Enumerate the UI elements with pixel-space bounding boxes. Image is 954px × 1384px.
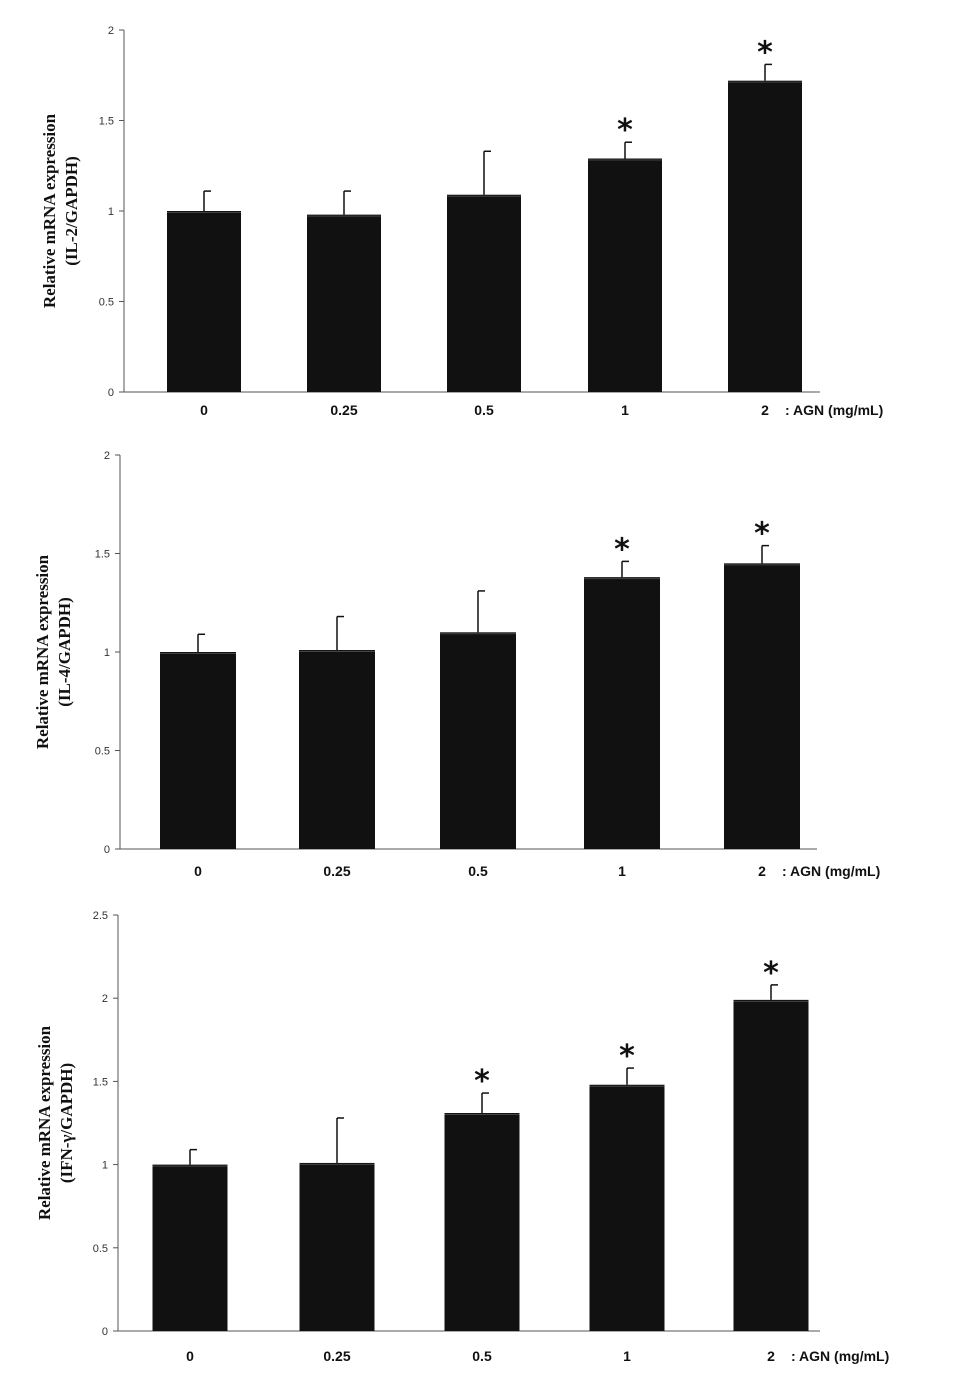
bar-0	[167, 211, 241, 392]
y-tick-label: 0.5	[95, 746, 110, 758]
significance-star: *	[763, 956, 779, 991]
significance-star: *	[474, 1064, 490, 1099]
bar-2	[724, 563, 800, 849]
bar-0	[152, 1164, 228, 1331]
bar-0.5	[440, 632, 516, 849]
y-tick-label: 1	[102, 1160, 108, 1172]
y-tick-label: 1.5	[99, 116, 114, 128]
x-tick-label: 0.5	[472, 1348, 492, 1364]
y-axis-label-line2: (IL-4/GAPDH)	[55, 597, 74, 707]
y-axis-label-line2: (IFN-γ/GAPDH)	[57, 1063, 76, 1183]
x-tick-label: 0.5	[474, 402, 494, 418]
x-tick-label: 0.5	[468, 863, 488, 879]
y-tick-label: 1.5	[93, 1076, 108, 1088]
x-tick-label: 1	[623, 1348, 631, 1364]
x-tick-label: 1	[618, 863, 626, 879]
y-axis-label-line1: Relative mRNA expression	[35, 1025, 54, 1220]
y-tick-label: 0.5	[93, 1243, 108, 1255]
chart-panel-2: 0 0.5 1 1.5 2 0 0.25 0.5 * 1 * 2 : AGN (mg/mL) Relati…	[33, 450, 880, 879]
x-tick-label: 2	[758, 863, 766, 879]
bar-0.25	[299, 650, 375, 849]
x-axis-label: : AGN (mg/mL)	[791, 1348, 889, 1364]
x-tick-label: 0.25	[323, 1348, 350, 1364]
y-tick-label: 2	[108, 25, 114, 37]
x-tick-label: 0.25	[323, 863, 350, 879]
x-tick-label: 0	[200, 402, 208, 418]
y-axis-label-line1: Relative mRNA expression	[40, 113, 59, 308]
chart-panel-1: 0 0.5 1 1.5 2 0 0.25 0.5 * 1 * 2 : AGN (mg/mL) Relati…	[40, 25, 883, 418]
bar-1	[588, 158, 662, 392]
bar-2	[733, 999, 809, 1331]
significance-star: *	[614, 532, 630, 567]
y-axis-label-line1: Relative mRNA expression	[33, 554, 52, 749]
y-axis-label: Relative mRNA expression (IFN-γ/GAPDH)	[35, 1025, 76, 1220]
bar-1	[589, 1084, 665, 1331]
significance-star: *	[754, 517, 770, 552]
x-tick-label: 0	[186, 1348, 194, 1364]
significance-star: *	[619, 1039, 635, 1074]
x-axis-label: : AGN (mg/mL)	[785, 402, 883, 418]
x-tick-label: 0	[194, 863, 202, 879]
y-axis-label: Relative mRNA expression (IL-2/GAPDH)	[40, 113, 81, 308]
x-tick-label: 2	[761, 402, 769, 418]
bar-1	[584, 577, 660, 849]
y-tick-label: 0	[102, 1326, 108, 1338]
bar-2	[728, 80, 802, 393]
y-tick-label: 0.5	[99, 297, 114, 309]
y-tick-label: 2.5	[93, 910, 108, 922]
y-tick-label: 1	[108, 206, 114, 218]
bar-0.5	[444, 1113, 520, 1331]
y-tick-label: 0	[108, 387, 114, 399]
bar-0.25	[307, 214, 381, 392]
x-axis-label: : AGN (mg/mL)	[782, 863, 880, 879]
y-tick-label: 1.5	[95, 549, 110, 561]
significance-star: *	[617, 113, 633, 148]
y-axis-label-line2: (IL-2/GAPDH)	[62, 156, 81, 266]
bar-0	[160, 652, 236, 849]
x-tick-label: 2	[767, 1348, 775, 1364]
chart-panel-3: 0 0.5 1 1.5 2 2.5 0 0.25 * 0.5 * 1 * 2 : AGN (mg/mL) Re…	[35, 910, 889, 1364]
y-tick-label: 1	[104, 647, 110, 659]
x-tick-label: 1	[621, 402, 629, 418]
x-tick-label: 0.25	[330, 402, 357, 418]
y-tick-label: 2	[102, 993, 108, 1005]
y-axis-label: Relative mRNA expression (IL-4/GAPDH)	[33, 554, 74, 749]
bar-0.5	[447, 194, 521, 392]
y-tick-label: 2	[104, 450, 110, 462]
bar-0.25	[299, 1162, 375, 1331]
significance-star: *	[757, 35, 773, 70]
y-tick-label: 0	[104, 844, 110, 856]
